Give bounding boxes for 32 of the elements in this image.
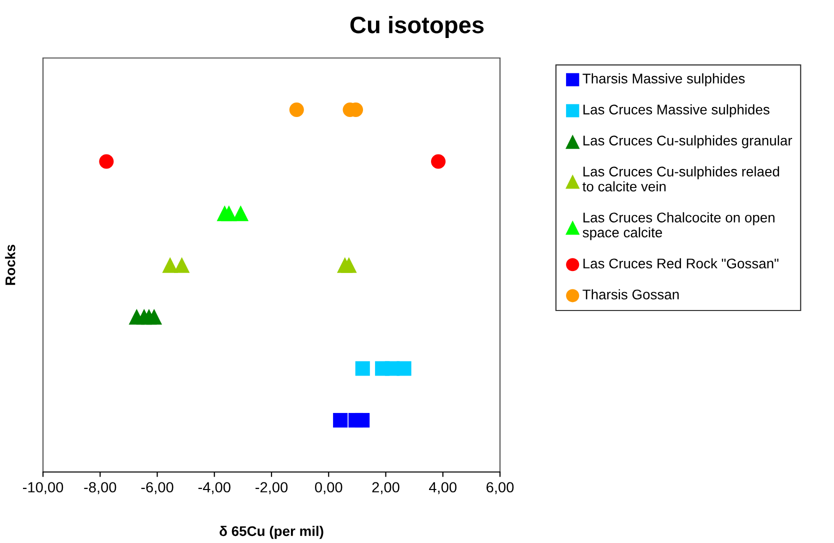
point — [99, 154, 114, 169]
point — [340, 257, 357, 273]
legend-label: Las Cruces Chalcocite on open space calcite — [582, 212, 774, 240]
x-tick-label: -4,00 — [198, 482, 230, 494]
point — [431, 154, 446, 169]
point — [396, 361, 412, 376]
x-tick-label: -10,00 — [22, 482, 64, 494]
point — [355, 361, 370, 376]
legend-label: Las Cruces Cu-sulphides relaed to calcite vein — [582, 166, 780, 192]
point — [174, 257, 190, 273]
point — [355, 412, 370, 428]
x-tick-label: -6,00 — [141, 482, 174, 494]
legend-label: Las Cruces Red Rock "Gossan" — [583, 258, 778, 268]
point — [221, 205, 237, 222]
point — [146, 308, 162, 325]
point — [232, 205, 249, 222]
chart-title: Cu isotopes — [350, 16, 484, 38]
x-axis-title: δ 65Cu (per mil) — [220, 526, 324, 539]
legend-label: Tharsis Gossan — [582, 289, 679, 300]
legend-label: Las Cruces Massive sulphides — [583, 104, 770, 118]
legend-label: Tharsis Massive sulphides — [582, 73, 745, 86]
x-tick-label: 2,00 — [372, 482, 400, 494]
point — [162, 257, 178, 273]
x-tick-label: 0,00 — [315, 482, 342, 494]
y-axis-title: Rocks — [5, 244, 16, 285]
x-tick-label: 4,00 — [429, 482, 456, 494]
x-tick-label: -2,00 — [256, 482, 288, 494]
x-tick-label: 6,00 — [486, 482, 514, 494]
point — [289, 102, 304, 118]
legend-label: Las Cruces Cu-sulphides granular — [583, 135, 792, 148]
point — [333, 412, 348, 428]
x-tick-label: -8,00 — [84, 482, 116, 494]
